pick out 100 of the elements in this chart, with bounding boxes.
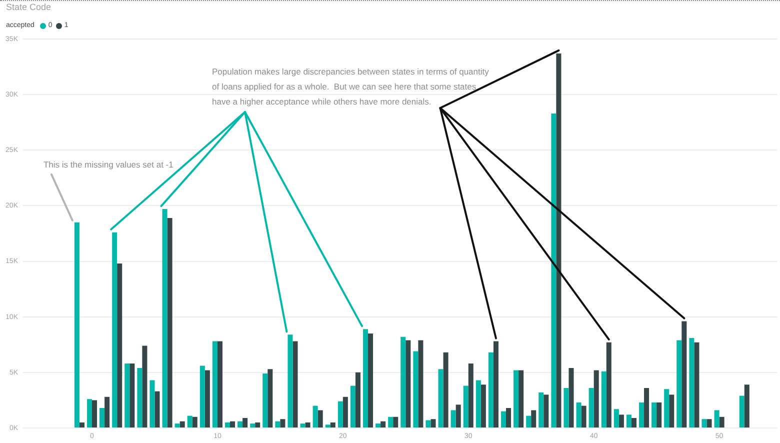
bar [538, 392, 544, 428]
bar [714, 410, 720, 428]
bar [744, 384, 750, 428]
bar [268, 369, 273, 428]
bar [556, 53, 562, 428]
bar [664, 389, 670, 428]
bar [200, 366, 205, 428]
bar [406, 340, 411, 428]
bar [418, 340, 424, 428]
bar [330, 422, 336, 428]
bar [368, 334, 374, 428]
bar [526, 416, 532, 428]
bar [618, 414, 624, 428]
bar [644, 388, 650, 428]
bar [706, 419, 712, 428]
bar [531, 410, 536, 428]
bar [682, 321, 687, 428]
bar [100, 408, 105, 428]
bar [74, 222, 80, 428]
bar [280, 419, 286, 428]
bar [217, 341, 222, 428]
bar [350, 386, 356, 428]
bar [702, 419, 707, 428]
bar [443, 352, 448, 428]
bar [342, 396, 348, 428]
bar [230, 421, 236, 428]
bar [292, 341, 298, 428]
bar [174, 424, 180, 428]
bar [312, 406, 318, 428]
bar [204, 370, 210, 428]
bar [488, 352, 494, 428]
bar [450, 410, 456, 428]
bar [400, 336, 406, 428]
bar [238, 421, 243, 428]
bar [167, 218, 172, 428]
bar [250, 424, 256, 428]
bar [719, 416, 724, 428]
bar [413, 351, 418, 428]
bar [500, 411, 506, 428]
bar [255, 422, 260, 428]
bar [581, 406, 586, 428]
bar [325, 424, 330, 428]
bar [300, 424, 306, 428]
bar [137, 368, 142, 428]
bar [480, 384, 486, 428]
bar [576, 402, 582, 428]
bar [117, 264, 122, 428]
chart-title: State Code [6, 2, 52, 13]
bar [676, 340, 682, 428]
bar [130, 364, 135, 428]
bar [112, 232, 118, 428]
bar [456, 404, 461, 428]
bar [551, 113, 556, 428]
bar [376, 424, 381, 428]
bar [631, 418, 636, 428]
bar [614, 409, 619, 428]
bar [656, 402, 662, 428]
bar [514, 370, 519, 428]
bar [426, 420, 431, 428]
annotation: Population makes large discrepancies between states in terms of quantity of loans applied for as a whole. But we can see here that some states have a higher acceptance while others have more denials. [212, 66, 490, 106]
bar [544, 394, 549, 428]
bar [305, 422, 310, 428]
bar [689, 338, 694, 428]
bar [338, 401, 343, 428]
bar [518, 370, 524, 428]
bar [86, 399, 92, 428]
bar [506, 408, 512, 428]
bar [187, 416, 192, 428]
bar [224, 422, 230, 428]
bar [275, 421, 280, 428]
bar [180, 421, 185, 428]
bar [739, 396, 744, 428]
bar [438, 369, 444, 428]
bar [242, 418, 248, 428]
bar [104, 396, 110, 428]
bar [476, 380, 481, 428]
bar [393, 416, 398, 428]
bar [669, 394, 674, 428]
bar [318, 410, 323, 428]
bar [601, 371, 606, 428]
bar [388, 416, 394, 428]
bar [92, 400, 98, 428]
bar [493, 341, 498, 428]
bar [463, 386, 468, 428]
bar [606, 342, 612, 428]
bar [652, 402, 657, 428]
bar [362, 329, 368, 428]
bar [626, 414, 632, 428]
bar [154, 391, 160, 428]
bar [192, 416, 198, 428]
bar [288, 334, 293, 428]
bar [594, 370, 599, 428]
bar [430, 419, 436, 428]
annotation: This is the missing values set at -1 [43, 160, 174, 170]
bar [638, 402, 644, 428]
bar [588, 388, 594, 428]
bar [124, 364, 130, 428]
bar [468, 364, 474, 428]
bar [568, 368, 574, 428]
bar [694, 342, 700, 428]
